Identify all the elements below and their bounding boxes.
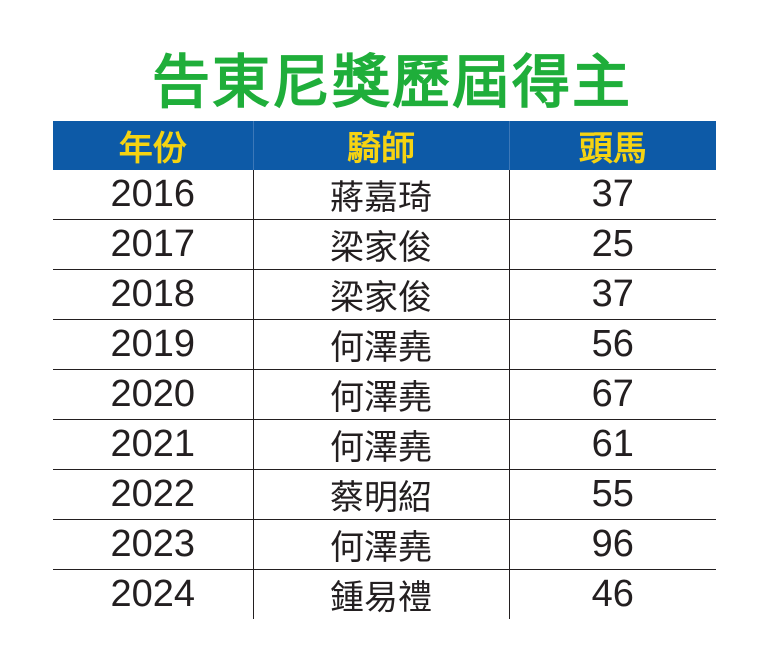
header-year: 年份 <box>53 121 253 170</box>
table-row: 2021 何澤堯 61 <box>53 419 716 470</box>
year-cell: 2020 <box>53 369 253 420</box>
header-jockey: 騎師 <box>252 121 509 170</box>
year-cell: 2023 <box>53 519 253 570</box>
jockey-cell: 何澤堯 <box>252 519 509 570</box>
year-cell: 2017 <box>53 219 253 270</box>
wins-cell: 55 <box>508 469 716 520</box>
wins-cell: 56 <box>508 319 716 370</box>
year-cell: 2018 <box>53 269 253 320</box>
jockey-cell: 何澤堯 <box>252 319 509 370</box>
jockey-cell: 何澤堯 <box>252 419 509 470</box>
jockey-cell: 鍾易禮 <box>252 569 509 619</box>
table-row: 2019 何澤堯 56 <box>53 319 716 370</box>
wins-cell: 37 <box>508 269 716 320</box>
wins-cell: 46 <box>508 569 716 619</box>
wins-cell: 61 <box>508 419 716 470</box>
year-cell: 2016 <box>53 170 253 220</box>
jockey-cell: 蔣嘉琦 <box>252 170 509 220</box>
jockey-cell: 何澤堯 <box>252 369 509 420</box>
header-wins: 頭馬 <box>508 121 716 170</box>
wins-cell: 67 <box>508 369 716 420</box>
header-row: 年份 騎師 頭馬 <box>53 121 716 170</box>
table-row: 2022 蔡明紹 55 <box>53 469 716 520</box>
page-title: 告東尼獎歷屆得主 <box>151 48 632 116</box>
year-cell: 2024 <box>110 573 196 615</box>
wins-cell: 96 <box>508 519 716 570</box>
year-cell: 2019 <box>53 319 253 370</box>
table-row: 2017 梁家俊 25 <box>53 219 716 270</box>
wins-cell: 37 <box>508 170 716 220</box>
table-row: 2016 蔣嘉琦 37 <box>53 170 716 220</box>
jockey-cell: 梁家俊 <box>252 219 509 270</box>
table-row: 2020 何澤堯 67 <box>53 369 716 420</box>
year-cell: 2022 <box>53 469 253 520</box>
year-cell: 2021 <box>53 419 253 470</box>
jockey-cell: 蔡明紹 <box>252 469 509 520</box>
winners-table: 年份 騎師 頭馬 2016 蔣嘉琦 37 2017 梁家俊 25 2018 梁家… <box>53 121 716 619</box>
table-row: 2023 何澤堯 96 <box>53 519 716 570</box>
table-row: 2018 梁家俊 37 <box>53 269 716 320</box>
table-row: 2024 鍾易禮 46 <box>53 569 716 619</box>
jockey-cell: 梁家俊 <box>252 269 509 320</box>
wins-cell: 25 <box>508 219 716 270</box>
